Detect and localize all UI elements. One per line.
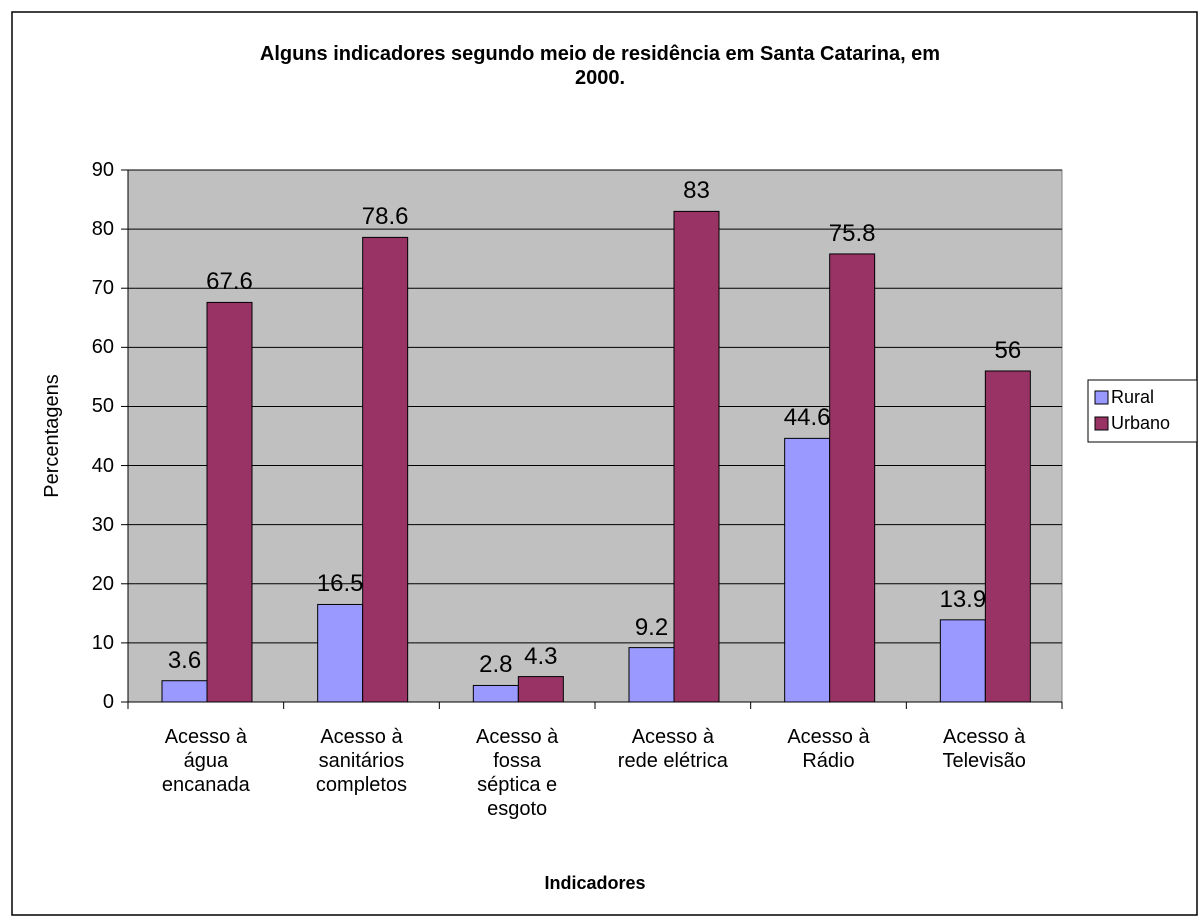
bar bbox=[362, 236, 409, 703]
y-tick-label: 0 bbox=[102, 691, 114, 713]
value-label: 44.6 bbox=[783, 404, 831, 432]
bar bbox=[939, 619, 986, 703]
bar bbox=[317, 603, 364, 703]
value-label: 3.6 bbox=[167, 646, 202, 674]
bar bbox=[628, 647, 675, 703]
bar bbox=[673, 210, 720, 703]
y-tick-label: 10 bbox=[91, 631, 114, 654]
legend-swatch bbox=[1094, 390, 1109, 405]
x-tick-label: Acesso à Rádio bbox=[787, 726, 870, 772]
y-axis-label: Percentagens bbox=[41, 374, 63, 498]
x-tick-label: Acesso à sanitários completos bbox=[315, 726, 408, 796]
value-label: 13.9 bbox=[939, 585, 987, 613]
value-label: 4.3 bbox=[524, 642, 558, 670]
y-tick-label: 90 bbox=[91, 159, 114, 181]
legend-label: Rural bbox=[1111, 387, 1155, 407]
bar bbox=[517, 676, 564, 703]
value-label: 83 bbox=[683, 177, 710, 205]
value-label: 78.6 bbox=[361, 203, 409, 231]
bar bbox=[784, 437, 831, 703]
legend-label: Urbano bbox=[1111, 413, 1171, 433]
y-tick-label: 80 bbox=[91, 218, 114, 241]
y-tick-label: 20 bbox=[91, 572, 114, 595]
y-tick-label: 60 bbox=[91, 336, 114, 359]
legend-swatch bbox=[1094, 416, 1109, 431]
value-label: 67.6 bbox=[206, 268, 253, 296]
bar bbox=[472, 684, 519, 703]
y-tick-label: 30 bbox=[91, 513, 114, 536]
y-tick-label: 40 bbox=[91, 454, 114, 477]
legend-box bbox=[1087, 379, 1198, 443]
value-label: 16.5 bbox=[316, 570, 364, 598]
value-label: 2.8 bbox=[479, 651, 513, 679]
x-tick-label: Acesso à Televisão bbox=[942, 726, 1026, 772]
plot-area bbox=[127, 169, 1063, 703]
y-tick-label: 70 bbox=[91, 277, 114, 300]
x-tick-label: Acesso à água encanada bbox=[161, 726, 250, 796]
y-tick-label: 50 bbox=[91, 395, 114, 418]
bar bbox=[984, 370, 1031, 703]
bar bbox=[829, 253, 876, 703]
value-label: 75.8 bbox=[828, 219, 876, 247]
bar bbox=[206, 301, 253, 703]
bar bbox=[161, 680, 208, 703]
x-tick-label: Acesso à rede elétrica bbox=[617, 726, 728, 772]
x-axis-label: Indicadores bbox=[544, 873, 646, 893]
value-label: 56 bbox=[994, 336, 1022, 364]
chart-title: Alguns indicadores segundo meio de resid… bbox=[259, 43, 941, 89]
x-tick-label: Acesso à fossa séptica e esgoto bbox=[476, 726, 559, 820]
value-label: 9.2 bbox=[634, 613, 669, 641]
